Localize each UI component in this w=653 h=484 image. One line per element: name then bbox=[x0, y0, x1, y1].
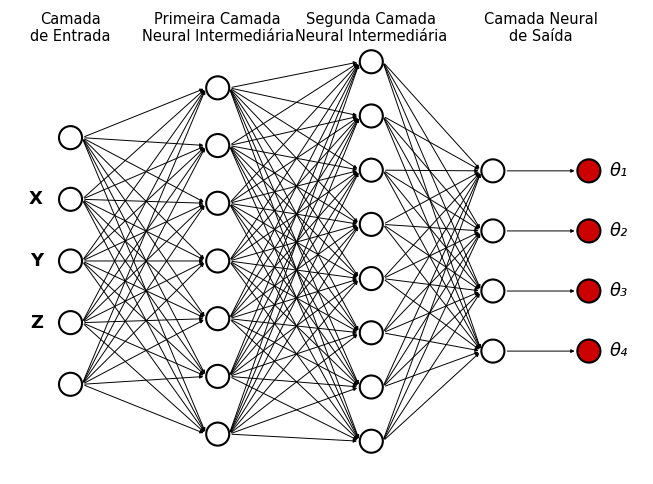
Text: θ₁: θ₁ bbox=[610, 162, 628, 180]
Ellipse shape bbox=[206, 76, 229, 99]
Ellipse shape bbox=[59, 188, 82, 211]
Ellipse shape bbox=[360, 105, 383, 127]
Text: Segunda Camada
Neural Intermediária: Segunda Camada Neural Intermediária bbox=[295, 12, 447, 45]
Ellipse shape bbox=[206, 423, 229, 446]
Ellipse shape bbox=[360, 50, 383, 73]
Text: θ₃: θ₃ bbox=[610, 282, 628, 300]
Ellipse shape bbox=[360, 321, 383, 344]
Text: Camada Neural
de Saída: Camada Neural de Saída bbox=[484, 12, 597, 45]
Text: X: X bbox=[29, 190, 43, 208]
Text: Camada
de Entrada: Camada de Entrada bbox=[30, 12, 111, 45]
Ellipse shape bbox=[360, 213, 383, 236]
Ellipse shape bbox=[360, 159, 383, 182]
Ellipse shape bbox=[577, 159, 600, 182]
Ellipse shape bbox=[59, 373, 82, 396]
Ellipse shape bbox=[206, 307, 229, 330]
Ellipse shape bbox=[481, 219, 504, 242]
Ellipse shape bbox=[360, 430, 383, 453]
Ellipse shape bbox=[59, 249, 82, 272]
Text: Z: Z bbox=[30, 314, 43, 332]
Ellipse shape bbox=[206, 365, 229, 388]
Ellipse shape bbox=[577, 219, 600, 242]
Ellipse shape bbox=[481, 340, 504, 363]
Text: Y: Y bbox=[30, 252, 43, 270]
Text: θ₄: θ₄ bbox=[610, 342, 628, 360]
Ellipse shape bbox=[360, 376, 383, 398]
Ellipse shape bbox=[206, 249, 229, 272]
Ellipse shape bbox=[577, 279, 600, 302]
Ellipse shape bbox=[577, 340, 600, 363]
Ellipse shape bbox=[481, 159, 504, 182]
Ellipse shape bbox=[206, 134, 229, 157]
Text: Primeira Camada
Neural Intermediária: Primeira Camada Neural Intermediária bbox=[142, 12, 294, 45]
Ellipse shape bbox=[206, 192, 229, 215]
Ellipse shape bbox=[481, 279, 504, 302]
Ellipse shape bbox=[59, 311, 82, 334]
Text: θ₂: θ₂ bbox=[610, 222, 628, 240]
Ellipse shape bbox=[59, 126, 82, 149]
Ellipse shape bbox=[360, 267, 383, 290]
